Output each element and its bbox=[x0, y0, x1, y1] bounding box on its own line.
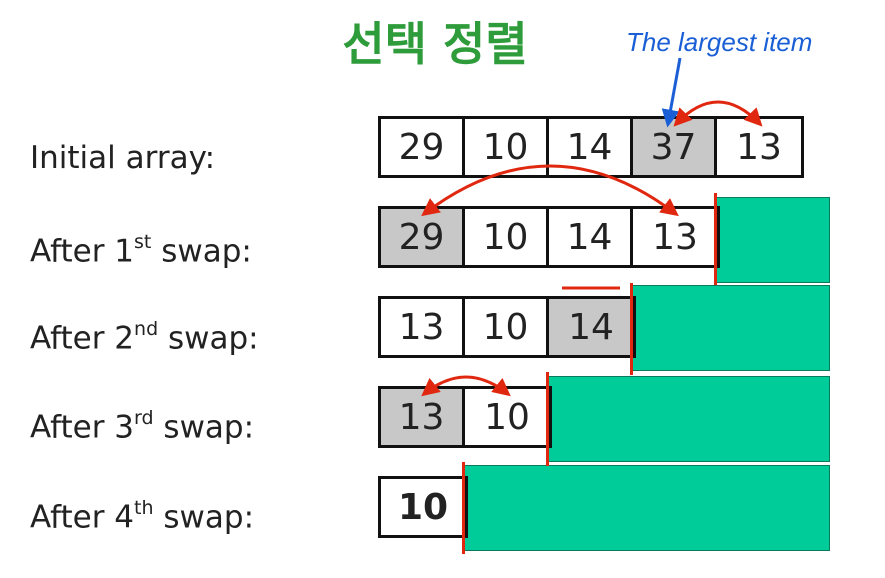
sorted-region-swap-2 bbox=[632, 285, 830, 371]
array-cell: 10 bbox=[465, 119, 549, 175]
row-label-swap-4: After 4th swap: bbox=[30, 497, 255, 536]
largest-item-annotation: The largest item bbox=[626, 27, 813, 57]
sorted-divider-3 bbox=[546, 372, 549, 466]
sorted-divider-1 bbox=[714, 193, 717, 285]
array-cell: 14 bbox=[549, 209, 633, 265]
array-cell: 13 bbox=[717, 119, 801, 175]
array-after-swap-1: 29 10 14 13 bbox=[378, 206, 720, 268]
sorted-divider-2 bbox=[630, 283, 633, 375]
array-cell: 29 bbox=[381, 119, 465, 175]
sorted-region-swap-3 bbox=[548, 376, 830, 462]
row-label-swap-2: After 2nd swap: bbox=[30, 318, 259, 357]
array-cell: 13 bbox=[633, 209, 717, 265]
row-label-swap-3: After 3rd swap: bbox=[30, 407, 255, 446]
array-cell-largest: 13 bbox=[381, 389, 465, 445]
array-after-swap-4: 10 bbox=[378, 476, 468, 538]
array-cell: 10 bbox=[381, 479, 465, 535]
array-after-swap-3: 13 10 bbox=[378, 386, 552, 448]
row-label-swap-1: After 1st swap: bbox=[30, 231, 252, 270]
array-cell: 10 bbox=[465, 209, 549, 265]
array-after-swap-2: 13 10 14 bbox=[378, 296, 636, 358]
array-cell-largest: 29 bbox=[381, 209, 465, 265]
array-cell: 14 bbox=[549, 119, 633, 175]
array-initial: 29 10 14 37 13 bbox=[378, 116, 804, 178]
page-title: 선택 정렬 bbox=[342, 17, 528, 71]
array-cell: 10 bbox=[465, 389, 549, 445]
array-cell: 13 bbox=[381, 299, 465, 355]
array-cell: 10 bbox=[465, 299, 549, 355]
array-cell-largest: 14 bbox=[549, 299, 633, 355]
largest-item-pointer-arrow bbox=[661, 57, 682, 128]
sorted-divider-4 bbox=[462, 462, 465, 554]
sorted-region-swap-4 bbox=[464, 465, 830, 551]
array-cell-largest: 37 bbox=[633, 119, 717, 175]
sorted-region-swap-1 bbox=[716, 197, 830, 283]
row-label-initial: Initial array: bbox=[30, 140, 216, 176]
